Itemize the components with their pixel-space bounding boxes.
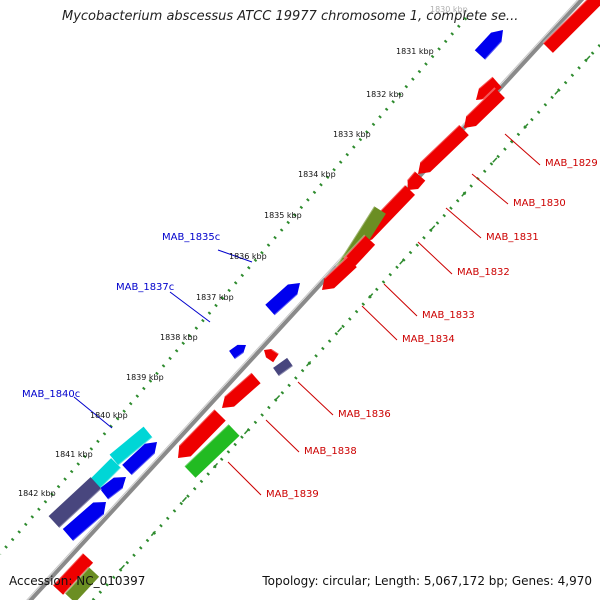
gene-label-reverse[interactable]: MAB_1833 — [422, 310, 475, 321]
label-connector — [297, 381, 334, 416]
label-connector — [417, 241, 453, 275]
label-connector — [169, 291, 211, 323]
reverse-cds-mab-1838[interactable] — [178, 408, 226, 458]
kbp-tick-label: 1841 kbp — [55, 450, 93, 459]
feature-bottom-olive[interactable] — [64, 566, 100, 600]
label-connector — [471, 173, 509, 205]
forward-cds-mab-1835c[interactable] — [265, 283, 300, 316]
reverse-cds-mab-1836[interactable] — [264, 348, 280, 363]
label-connector — [73, 396, 113, 429]
kbp-tick-label: 1830 kbp — [430, 5, 468, 14]
kbp-tick-label: 1831 kbp — [396, 47, 434, 56]
kbp-tick-label: 1833 kbp — [333, 130, 371, 139]
gene-label-reverse[interactable]: MAB_1838 — [304, 446, 357, 457]
forward-cds-mab-1840c[interactable] — [122, 442, 157, 476]
reverse-cds-mab-1829[interactable] — [464, 87, 505, 128]
gene-label-forward[interactable]: MAB_1840c — [22, 389, 80, 400]
gene-label-reverse[interactable]: MAB_1839 — [266, 489, 319, 500]
forward-cds-1841[interactable] — [99, 477, 126, 501]
reverse-cds-mab-1830[interactable] — [418, 124, 469, 174]
feature-mab-1839-green[interactable] — [183, 423, 240, 478]
reverse-cds-mab-1829-head[interactable] — [476, 75, 502, 100]
label-connector — [217, 249, 253, 263]
feature-mab-1837c-dark[interactable] — [273, 357, 294, 377]
label-connector — [504, 133, 541, 166]
kbp-tick-label: 1836 kbp — [229, 252, 267, 261]
forward-cds-1842[interactable] — [62, 502, 106, 542]
reverse-cds-mab-1834[interactable] — [322, 256, 357, 290]
gene-label-reverse[interactable]: MAB_1832 — [457, 267, 510, 278]
kbp-tick-label: 1837 kbp — [196, 293, 234, 302]
chromosome-backbone — [28, 0, 585, 600]
kbp-tick-label: 1840 kbp — [90, 411, 128, 420]
kbp-tick-label: 1835 kbp — [264, 211, 302, 220]
feature-cyan-1840[interactable] — [109, 426, 154, 467]
feature-dark-1842[interactable] — [48, 477, 103, 529]
reverse-cds-small[interactable] — [406, 170, 426, 190]
forward-cds-1830[interactable] — [474, 30, 503, 61]
gene-label-reverse[interactable]: MAB_1831 — [486, 232, 539, 243]
forward-cds-mab-1837c[interactable] — [229, 344, 246, 360]
gene-label-forward[interactable]: MAB_1837c — [116, 282, 174, 293]
genome-stats-text: Topology: circular; Length: 5,067,172 bp… — [262, 574, 592, 588]
label-connector — [227, 461, 262, 496]
label-connector — [361, 305, 398, 341]
kbp-tick-label: 1842 kbp — [18, 489, 56, 498]
map-title: Mycobacterium abscessus ATCC 19977 chrom… — [62, 9, 519, 24]
gene-label-forward[interactable]: MAB_1835c — [162, 232, 220, 243]
label-connector — [445, 207, 482, 239]
kbp-tick-label: 1838 kbp — [160, 333, 198, 342]
accession-text: Accession: NC_010397 — [9, 574, 146, 588]
kbp-tick-label: 1832 kbp — [366, 90, 404, 99]
reverse-cds-bottom[interactable] — [52, 552, 94, 595]
outer-dotted-track — [0, 17, 468, 555]
gene-label-reverse[interactable]: MAB_1836 — [338, 409, 391, 420]
gene-label-reverse[interactable]: MAB_1834 — [402, 334, 455, 345]
label-connector — [265, 419, 300, 453]
label-connector — [383, 283, 418, 317]
inner-dotted-track — [91, 43, 600, 600]
gene-label-reverse[interactable]: MAB_1830 — [513, 198, 566, 209]
kbp-tick-label: 1834 kbp — [298, 170, 336, 179]
kbp-tick-label: 1839 kbp — [126, 373, 164, 382]
reverse-cds-top[interactable] — [542, 0, 600, 53]
gene-label-reverse[interactable]: MAB_1829 — [545, 158, 598, 169]
reverse-cds-mab-1838-a[interactable] — [222, 372, 261, 408]
